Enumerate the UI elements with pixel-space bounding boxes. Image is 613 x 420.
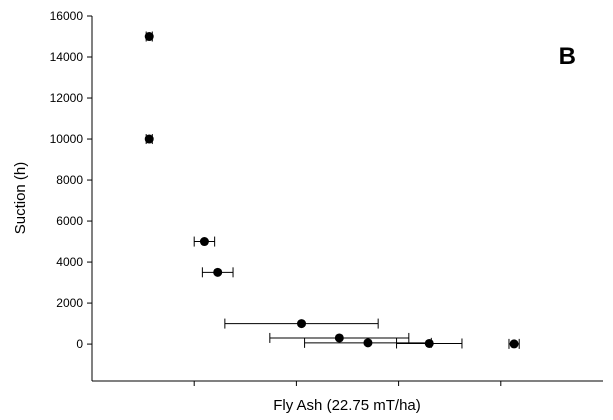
y-tick-label: 12000 bbox=[50, 91, 84, 105]
y-tick-label: 2000 bbox=[56, 296, 83, 310]
x-axis-ticks bbox=[193, 381, 502, 386]
y-tick-label: 6000 bbox=[56, 214, 83, 228]
panel-label: B bbox=[559, 43, 576, 70]
y-tick-label: 10000 bbox=[50, 132, 84, 146]
data-points bbox=[144, 32, 519, 349]
axes bbox=[91, 16, 603, 382]
data-point bbox=[297, 319, 307, 329]
data-point bbox=[334, 333, 344, 343]
y-tick-label: 14000 bbox=[50, 50, 84, 64]
error-bars bbox=[145, 31, 520, 349]
data-point bbox=[213, 267, 223, 277]
data-point bbox=[363, 338, 373, 348]
y-axis-ticks: 0 2000 4000 6000 8000 10000 12000 14000 16000 bbox=[50, 9, 92, 351]
data-point bbox=[144, 134, 154, 144]
data-point bbox=[509, 339, 519, 349]
data-point bbox=[424, 338, 434, 348]
data-point bbox=[144, 32, 154, 42]
y-tick-label: 0 bbox=[76, 337, 83, 351]
y-tick-label: 4000 bbox=[56, 255, 83, 269]
y-axis-title: Suction (h) bbox=[12, 162, 29, 235]
data-point bbox=[199, 237, 209, 247]
x-axis-title: Fly Ash (22.75 mT/ha) bbox=[273, 397, 421, 414]
y-tick-label: 16000 bbox=[50, 9, 84, 23]
y-tick-label: 8000 bbox=[56, 173, 83, 187]
